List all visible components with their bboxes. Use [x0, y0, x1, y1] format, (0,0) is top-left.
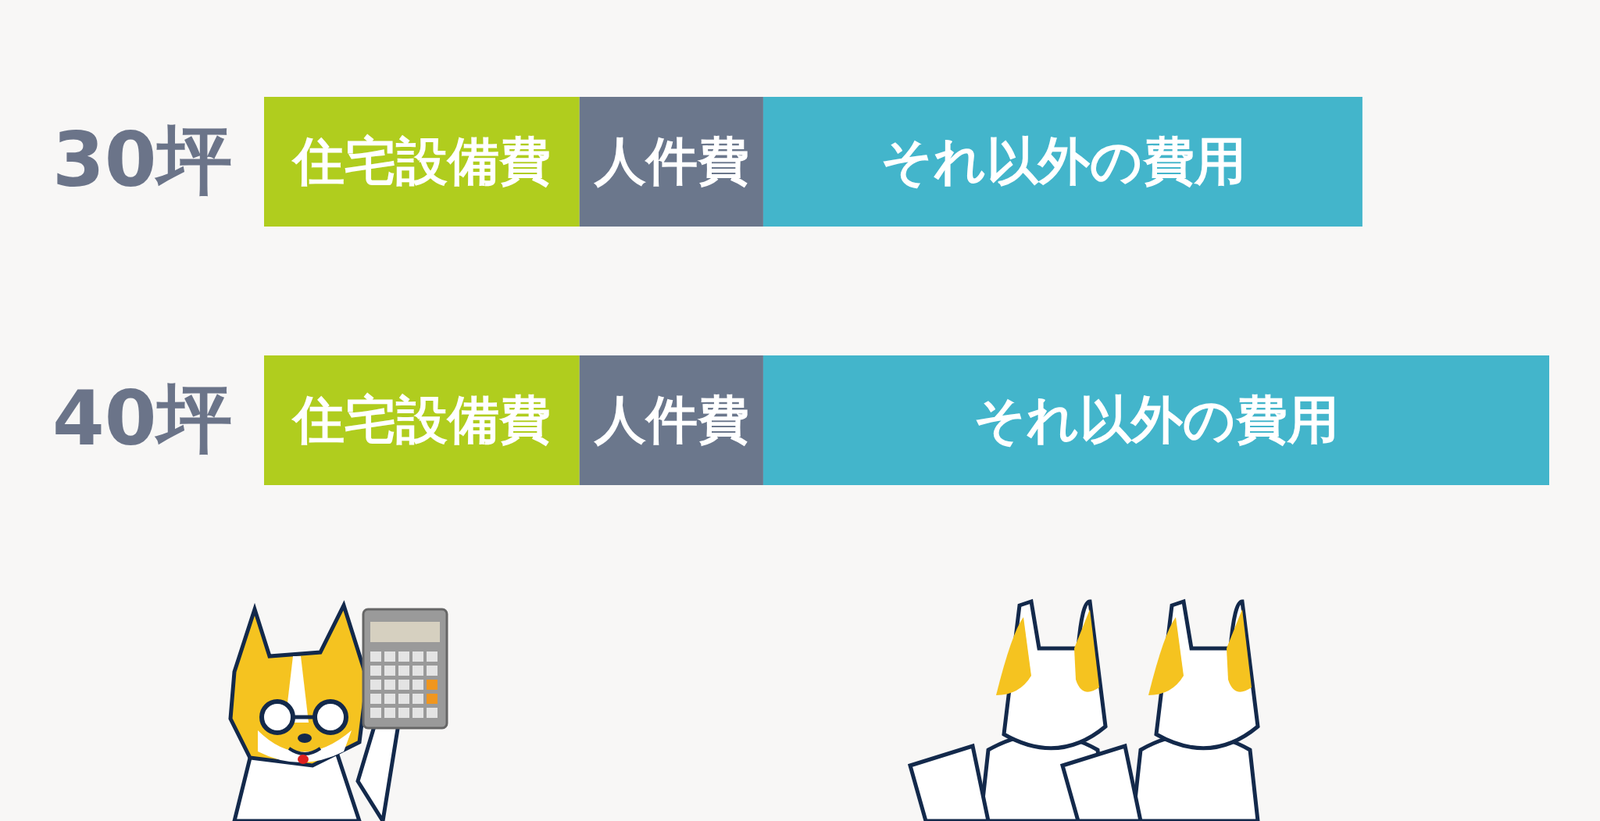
svg-text:住宅設備費: 住宅設備費 [290, 389, 551, 450]
svg-text:40坪: 40坪 [52, 375, 233, 463]
svg-text:それ以外の費用: それ以外の費用 [880, 131, 1247, 192]
svg-text:人件費: 人件費 [592, 131, 750, 192]
svg-text:人件費: 人件費 [592, 389, 750, 450]
svg-text:それ以外の費用: それ以外の費用 [973, 389, 1340, 450]
svg-text:30坪: 30坪 [52, 116, 233, 204]
svg-text:住宅設備費: 住宅設備費 [290, 131, 551, 192]
